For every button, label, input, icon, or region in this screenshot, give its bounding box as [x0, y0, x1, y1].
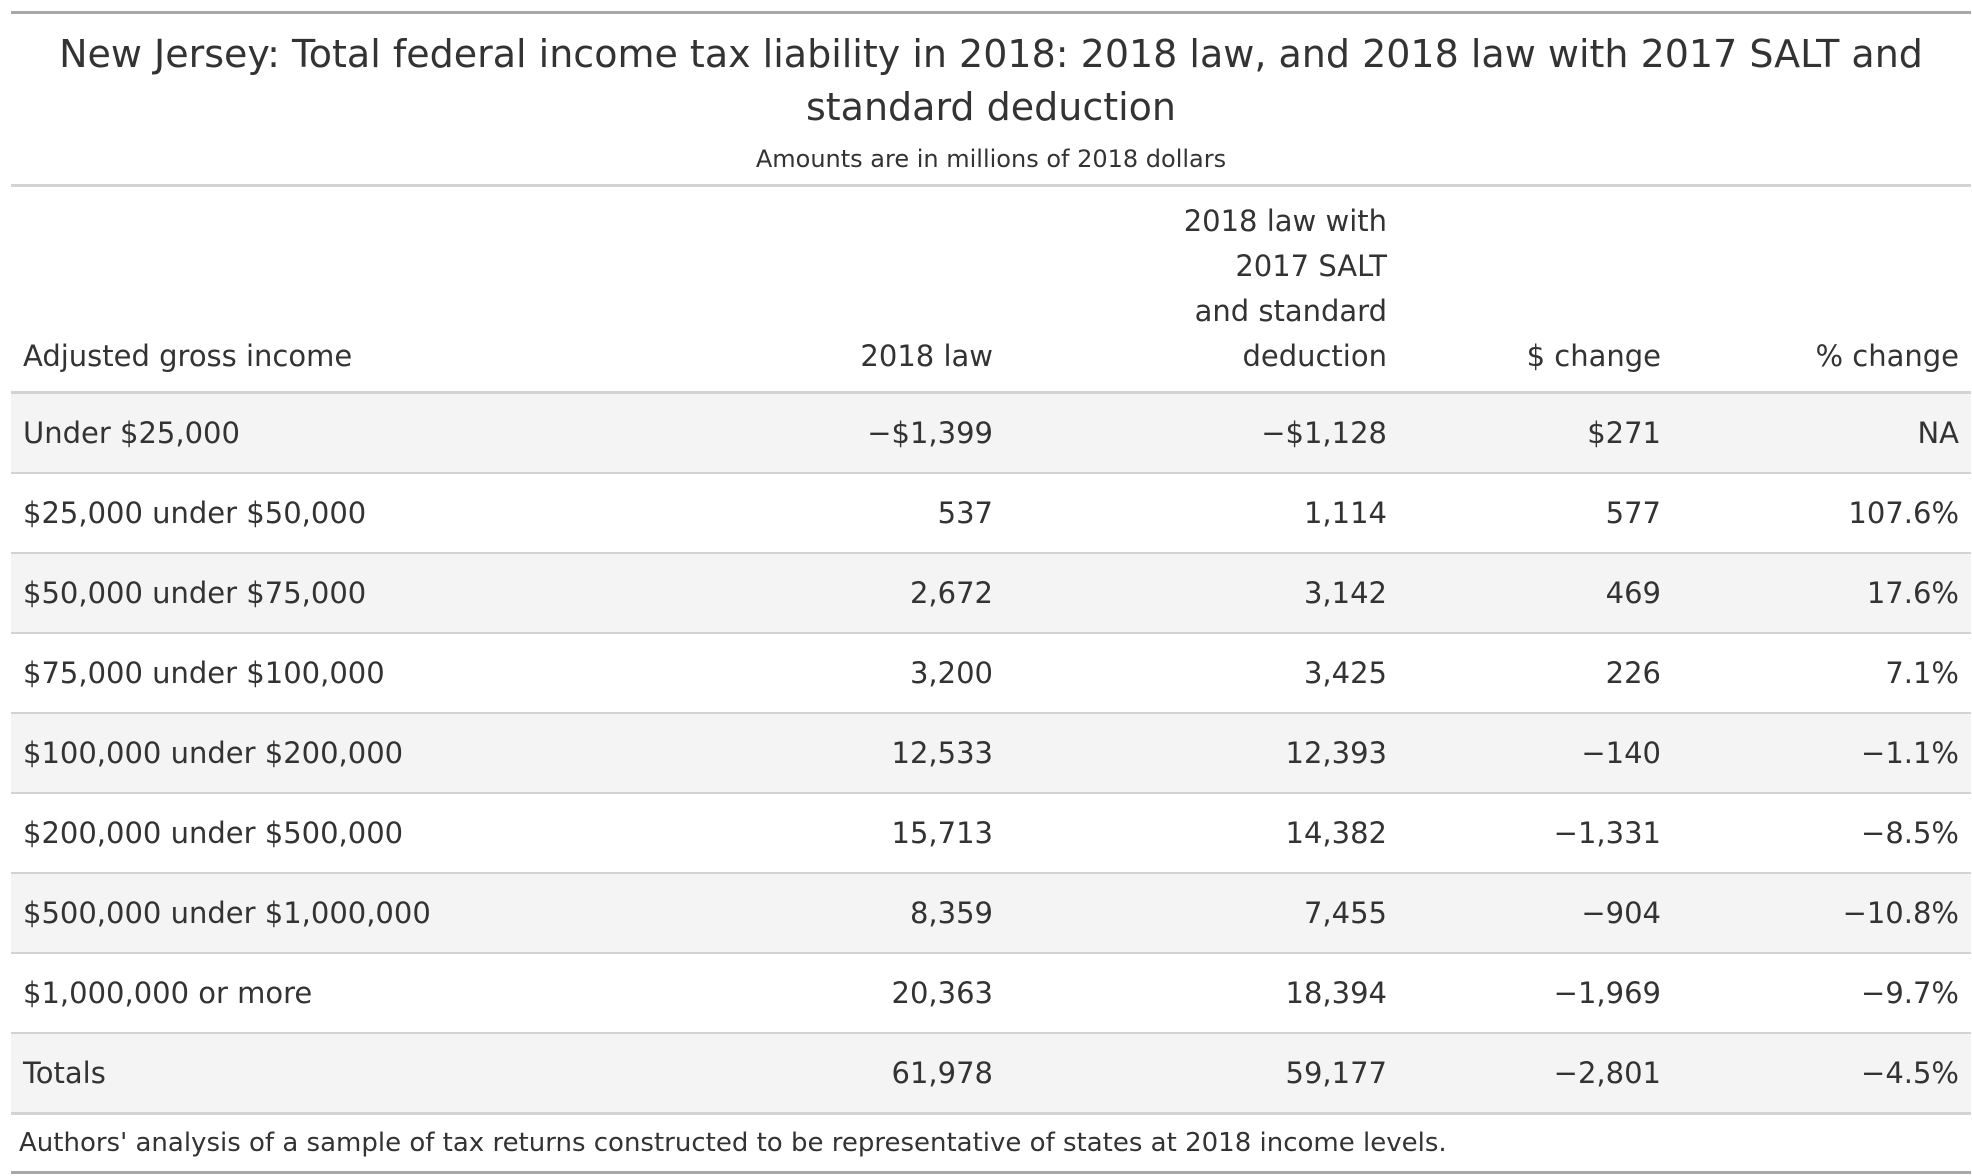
- header-dollar-change: $ change: [1399, 187, 1673, 394]
- cell-2018-law-with-2017: 12,393: [1005, 713, 1399, 794]
- cell-2018-law: 12,533: [692, 713, 1005, 794]
- table-row: $25,000 under $50,000 537 1,114 577 107.…: [11, 473, 1971, 554]
- cell-2018-law-with-2017: 59,177: [1005, 1033, 1399, 1115]
- cell-agi: $200,000 under $500,000: [11, 793, 692, 874]
- cell-2018-law-with-2017: 14,382: [1005, 793, 1399, 874]
- cell-dollar-change: −1,331: [1399, 793, 1673, 874]
- cell-percent-change: 7.1%: [1673, 633, 1971, 714]
- cell-2018-law: 8,359: [692, 873, 1005, 954]
- cell-2018-law-with-2017: −$1,128: [1005, 392, 1399, 474]
- cell-2018-law-with-2017: 1,114: [1005, 473, 1399, 554]
- cell-dollar-change: $271: [1399, 392, 1673, 474]
- cell-2018-law-with-2017: 3,425: [1005, 633, 1399, 714]
- cell-dollar-change: 469: [1399, 553, 1673, 634]
- cell-percent-change: −8.5%: [1673, 793, 1971, 874]
- header-2018-law: 2018 law: [692, 187, 1005, 394]
- cell-dollar-change: −1,969: [1399, 953, 1673, 1034]
- totals-row: Totals 61,978 59,177 −2,801 −4.5%: [11, 1033, 1971, 1115]
- cell-2018-law: 61,978: [692, 1033, 1005, 1115]
- cell-agi: $75,000 under $100,000: [11, 633, 692, 714]
- cell-2018-law: 20,363: [692, 953, 1005, 1034]
- cell-percent-change: −9.7%: [1673, 953, 1971, 1034]
- table-row: $100,000 under $200,000 12,533 12,393 −1…: [11, 713, 1971, 794]
- cell-agi: Totals: [11, 1033, 692, 1115]
- cell-percent-change: 107.6%: [1673, 473, 1971, 554]
- cell-agi: $500,000 under $1,000,000: [11, 873, 692, 954]
- source-footnote: Authors' analysis of a sample of tax ret…: [19, 1128, 1447, 1158]
- cell-2018-law-with-2017: 3,142: [1005, 553, 1399, 634]
- top-rule: [11, 11, 1971, 14]
- header-line: and standard: [1194, 294, 1387, 328]
- header-row: Adjusted gross income 2018 law 2018 law …: [11, 187, 1971, 394]
- cell-dollar-change: 226: [1399, 633, 1673, 714]
- table-row: $1,000,000 or more 20,363 18,394 −1,969 …: [11, 953, 1971, 1034]
- cell-agi: $100,000 under $200,000: [11, 713, 692, 794]
- table-subtitle: Amounts are in millions of 2018 dollars: [755, 145, 1227, 173]
- cell-agi: Under $25,000: [11, 392, 692, 474]
- cell-2018-law: 15,713: [692, 793, 1005, 874]
- cell-agi: $1,000,000 or more: [11, 953, 692, 1034]
- table-row: $500,000 under $1,000,000 8,359 7,455 −9…: [11, 873, 1971, 954]
- cell-2018-law-with-2017: 18,394: [1005, 953, 1399, 1034]
- header-percent-change: % change: [1673, 187, 1971, 394]
- cell-2018-law: 537: [692, 473, 1005, 554]
- cell-agi: $50,000 under $75,000: [11, 553, 692, 634]
- bottom-rule: [11, 1171, 1971, 1174]
- cell-2018-law: 2,672: [692, 553, 1005, 634]
- cell-dollar-change: −904: [1399, 873, 1673, 954]
- table-title: New Jersey: Total federal income tax lia…: [59, 32, 1923, 129]
- table-container: New Jersey: Total federal income tax lia…: [11, 11, 1971, 1174]
- header-line: deduction: [1242, 339, 1387, 373]
- cell-percent-change: 17.6%: [1673, 553, 1971, 634]
- cell-percent-change: −1.1%: [1673, 713, 1971, 794]
- table-row: $75,000 under $100,000 3,200 3,425 226 7…: [11, 633, 1971, 714]
- cell-percent-change: NA: [1673, 392, 1971, 474]
- cell-percent-change: −10.8%: [1673, 873, 1971, 954]
- table-row: $200,000 under $500,000 15,713 14,382 −1…: [11, 793, 1971, 874]
- cell-dollar-change: 577: [1399, 473, 1673, 554]
- cell-dollar-change: −2,801: [1399, 1033, 1673, 1115]
- table-row: Under $25,000 −$1,399 −$1,128 $271 NA: [11, 392, 1971, 474]
- header-2018-law-with-2017: 2018 law with 2017 SALT and standard ded…: [1005, 187, 1399, 394]
- cell-2018-law: −$1,399: [692, 392, 1005, 474]
- table-row: $50,000 under $75,000 2,672 3,142 469 17…: [11, 553, 1971, 634]
- cell-dollar-change: −140: [1399, 713, 1673, 794]
- data-table: Adjusted gross income 2018 law 2018 law …: [11, 187, 1971, 1115]
- cell-percent-change: −4.5%: [1673, 1033, 1971, 1115]
- cell-2018-law: 3,200: [692, 633, 1005, 714]
- header-line: 2018 law with: [1183, 204, 1387, 238]
- header-agi: Adjusted gross income: [11, 187, 692, 394]
- cell-2018-law-with-2017: 7,455: [1005, 873, 1399, 954]
- header-rule: [11, 184, 1971, 187]
- cell-agi: $25,000 under $50,000: [11, 473, 692, 554]
- header-line: 2017 SALT: [1235, 249, 1387, 283]
